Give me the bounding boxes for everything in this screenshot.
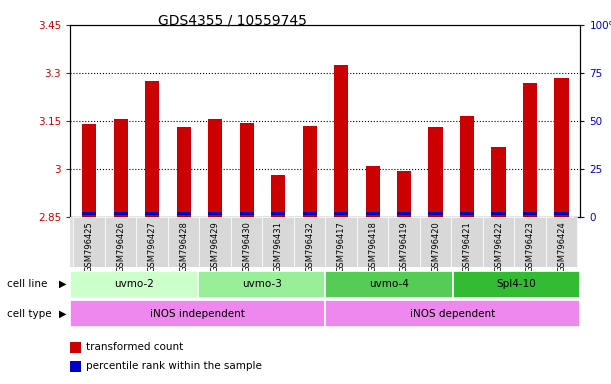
Text: GSM796417: GSM796417 [337, 221, 346, 272]
Bar [491, 212, 506, 215]
Bar [334, 65, 348, 217]
Bar [198, 271, 325, 298]
Text: uvmo-3: uvmo-3 [241, 279, 282, 289]
Bar [208, 119, 222, 217]
Text: iNOS independent: iNOS independent [150, 309, 245, 319]
Text: GSM796428: GSM796428 [179, 221, 188, 272]
Bar [240, 212, 254, 215]
Bar [294, 217, 326, 267]
Bar [523, 83, 537, 217]
Bar [514, 217, 546, 267]
Bar [491, 147, 506, 217]
Text: GSM796429: GSM796429 [211, 221, 219, 272]
Bar [483, 217, 514, 267]
Text: GSM796432: GSM796432 [305, 221, 314, 272]
Bar [325, 217, 357, 267]
Bar [177, 127, 191, 217]
Text: GSM796419: GSM796419 [400, 221, 409, 272]
Bar [70, 271, 198, 298]
Bar [82, 124, 97, 217]
Bar [302, 212, 316, 215]
Bar [523, 212, 537, 215]
Text: GSM796421: GSM796421 [463, 221, 472, 272]
Bar [554, 212, 569, 215]
Text: ▶: ▶ [59, 279, 66, 289]
Text: percentile rank within the sample: percentile rank within the sample [86, 361, 262, 371]
Text: GDS4355 / 10559745: GDS4355 / 10559745 [158, 13, 307, 27]
Text: uvmo-4: uvmo-4 [369, 279, 409, 289]
Bar [397, 170, 411, 217]
Text: GSM796431: GSM796431 [274, 221, 283, 272]
Bar [420, 217, 452, 267]
Bar [231, 217, 262, 267]
Bar [82, 212, 97, 215]
Bar [365, 166, 379, 217]
Text: GSM796426: GSM796426 [116, 221, 125, 272]
Bar [546, 217, 577, 267]
Bar [428, 127, 442, 217]
Bar [397, 212, 411, 215]
Bar [460, 212, 474, 215]
Text: GSM796430: GSM796430 [242, 221, 251, 272]
Bar [453, 271, 580, 298]
Bar [145, 81, 159, 217]
Bar [168, 217, 199, 267]
Bar [262, 217, 294, 267]
Bar [114, 119, 128, 217]
Bar [199, 217, 231, 267]
Bar [452, 217, 483, 267]
Text: iNOS dependent: iNOS dependent [410, 309, 496, 319]
Bar [145, 212, 159, 215]
Bar [325, 271, 453, 298]
Bar [460, 116, 474, 217]
Text: GSM796425: GSM796425 [85, 221, 93, 272]
Text: ▶: ▶ [59, 309, 66, 319]
Bar [554, 78, 569, 217]
Text: GSM796424: GSM796424 [557, 221, 566, 272]
Text: cell line: cell line [7, 279, 48, 289]
Bar [357, 217, 389, 267]
Bar [334, 212, 348, 215]
Bar [136, 217, 168, 267]
Bar [73, 217, 105, 267]
Text: uvmo-2: uvmo-2 [114, 279, 154, 289]
Text: cell type: cell type [7, 309, 52, 319]
Bar [177, 212, 191, 215]
Text: GSM796420: GSM796420 [431, 221, 440, 272]
Text: GSM796422: GSM796422 [494, 221, 503, 272]
Bar [271, 212, 285, 215]
Bar [114, 212, 128, 215]
Bar [105, 217, 136, 267]
Bar [365, 212, 379, 215]
Bar [271, 175, 285, 217]
Bar [302, 126, 316, 217]
Text: Spl4-10: Spl4-10 [497, 279, 536, 289]
Bar [240, 122, 254, 217]
Bar [325, 300, 580, 327]
Text: GSM796423: GSM796423 [525, 221, 535, 272]
Text: GSM796418: GSM796418 [368, 221, 377, 272]
Bar [70, 300, 325, 327]
Bar [389, 217, 420, 267]
Bar [428, 212, 442, 215]
Text: GSM796427: GSM796427 [148, 221, 156, 272]
Text: transformed count: transformed count [86, 342, 183, 352]
Bar [208, 212, 222, 215]
